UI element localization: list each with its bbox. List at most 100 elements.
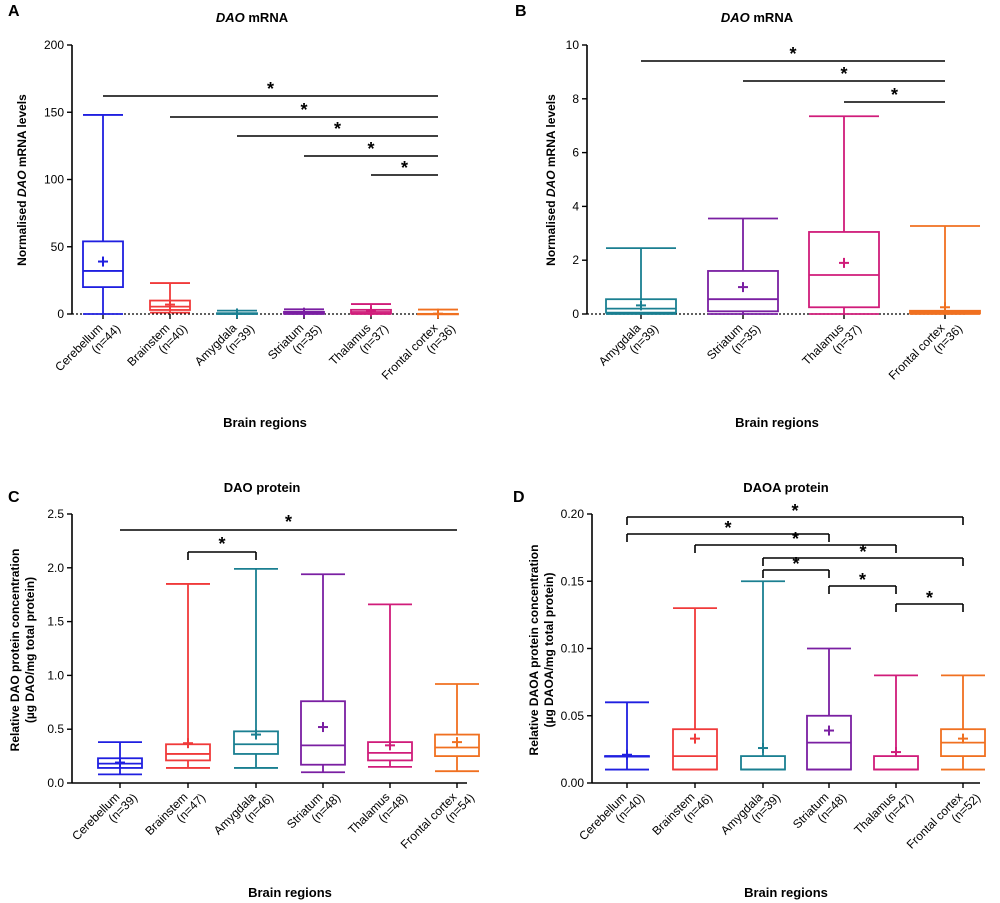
y-tick-label: 0.20 <box>561 507 585 521</box>
panel-letter: B <box>515 3 527 20</box>
title-text: mRNA <box>245 10 289 25</box>
iqr-box <box>605 298 677 314</box>
y-tick-label: 0 <box>57 307 64 321</box>
significance-star: * <box>267 79 274 99</box>
y-tick-label: 1.0 <box>47 668 64 682</box>
iqr-box <box>740 755 786 771</box>
iqr-box <box>672 728 718 771</box>
box-cerebellum <box>82 114 124 319</box>
box-frontal-cortex <box>434 683 480 788</box>
box-amygdala <box>233 567 279 788</box>
y-tick-label: 0.5 <box>47 722 64 736</box>
significance-marker: * <box>762 554 830 578</box>
y-axis-label-part: DAO <box>15 170 29 197</box>
box-brainstem <box>165 583 211 788</box>
box-thalamus <box>367 603 413 788</box>
significance-star: * <box>891 85 898 105</box>
y-axis-label: Relative DAOA protein concentration(µg D… <box>527 545 556 756</box>
significance-marker: * <box>626 501 964 525</box>
significance-marker: * <box>844 85 945 105</box>
significance-star: * <box>334 119 341 139</box>
significance-marker: * <box>304 139 438 159</box>
significance-star: * <box>789 44 796 64</box>
box-striatum <box>707 217 779 319</box>
category-label: Brainstem(n=40) <box>124 312 190 378</box>
y-tick-label: 100 <box>44 173 64 187</box>
significance-marker: * <box>626 518 830 542</box>
significance-star: * <box>926 588 933 608</box>
box-brainstem <box>672 607 718 788</box>
significance-star: * <box>859 542 866 562</box>
chart-title: DAOA protein <box>743 480 829 495</box>
iqr-box <box>300 700 346 766</box>
box-striatum <box>806 647 852 788</box>
panel-c: C DAO protein 0.0 0.5 1.0 1.5 2.0 2.5 Relative D… <box>8 480 480 900</box>
category-label: Brainstem(n=47) <box>142 781 208 847</box>
chart-title: DAO mRNA <box>721 10 794 25</box>
category-label: Brainstem(n=46) <box>649 781 715 847</box>
category-label: Amygdala(n=39) <box>596 312 661 377</box>
y-axis-label-part: (µg DAO/mg total protein) <box>23 577 37 723</box>
box-frontal-cortex <box>909 225 981 319</box>
box-amygdala <box>740 580 786 788</box>
y-axis-label-part: DAO <box>544 170 558 197</box>
iqr-box <box>808 231 880 309</box>
y-tick-label: 8 <box>572 92 579 106</box>
iqr-box <box>434 733 480 758</box>
y-tick-label: 6 <box>572 146 579 160</box>
category-label: Frontal cortex(n=52) <box>904 781 983 860</box>
title-text: DAOA protein <box>743 480 829 495</box>
significance-star: * <box>285 512 292 532</box>
box-thalamus <box>350 303 392 319</box>
y-axis-label: Normalised DAO mRNA levels <box>544 94 558 266</box>
significance-star: * <box>367 139 374 159</box>
x-axis-label: Brain regions <box>744 885 828 900</box>
category-label: Thalamus(n=37) <box>326 312 391 377</box>
y-axis-label-part: Normalised <box>15 197 29 266</box>
significance-star: * <box>218 534 225 554</box>
box-thalamus <box>873 674 919 788</box>
box-cerebellum <box>97 741 143 788</box>
iqr-box <box>873 755 919 771</box>
significance-marker: * <box>641 44 945 64</box>
y-tick-label: 2.0 <box>47 561 64 575</box>
box-thalamus <box>808 115 880 319</box>
significance-marker: * <box>743 64 945 84</box>
significance-marker: * <box>895 588 964 612</box>
y-axis-label: Relative DAO protein concentration(µg DA… <box>8 549 37 752</box>
category-label: Amygdala(n=39) <box>718 781 783 846</box>
chart-title: DAO mRNA <box>216 10 289 25</box>
significance-star: * <box>791 501 798 521</box>
significance-marker: * <box>187 534 257 560</box>
category-label: Frontal cortex(n=36) <box>379 312 458 391</box>
significance-marker: * <box>828 570 897 594</box>
y-tick-label: 0.10 <box>561 642 585 656</box>
category-label: Cerebellum(n=40) <box>576 781 647 852</box>
chart-title: DAO protein <box>224 480 301 495</box>
panel-d: D DAOA protein 0.00 0.05 0.10 0.15 0.20 Relativ… <box>513 480 986 900</box>
significance-marker: * <box>371 158 438 178</box>
category-label: Amygdala(n=39) <box>192 312 257 377</box>
y-tick-label: 2.5 <box>47 507 64 521</box>
y-tick-label: 0.15 <box>561 574 585 588</box>
title-text: mRNA <box>750 10 794 25</box>
x-axis-label: Brain regions <box>248 885 332 900</box>
y-tick-label: 2 <box>572 253 579 267</box>
category-label: Thalamus(n=47) <box>851 781 916 846</box>
significance-marker: * <box>120 512 457 532</box>
category-label: Frontal cortex(n=54) <box>398 781 477 860</box>
category-label: Striatum(n=35) <box>704 312 763 371</box>
box-brainstem <box>149 282 191 319</box>
x-axis-label: Brain regions <box>223 415 307 430</box>
panel-letter: A <box>8 3 20 20</box>
y-tick-label: 0.0 <box>47 776 64 790</box>
box-amygdala <box>216 308 258 319</box>
title-text: DAO protein <box>224 480 301 495</box>
x-axis-label: Brain regions <box>735 415 819 430</box>
significance-star: * <box>840 64 847 84</box>
category-label: Striatum(n=48) <box>790 781 849 840</box>
title-italic: DAO <box>721 10 750 25</box>
category-label: Striatum(n=35) <box>265 312 324 371</box>
panel-b: B DAO mRNA 0 2 4 6 8 10 Normalised DAO mRNA leve… <box>515 3 981 430</box>
